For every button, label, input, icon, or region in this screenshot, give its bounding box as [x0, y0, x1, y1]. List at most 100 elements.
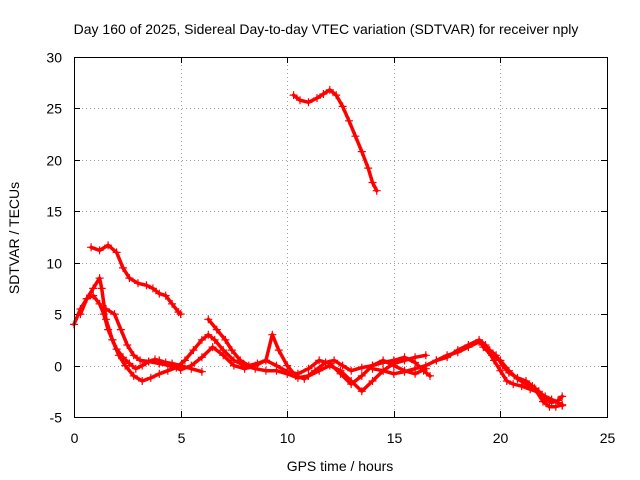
data-point — [189, 346, 198, 355]
y-axis-label: SDTVAR / TECUs — [6, 182, 22, 294]
data-point — [345, 116, 353, 125]
data-point — [351, 132, 360, 141]
data-point — [268, 330, 277, 339]
data-point — [155, 289, 164, 298]
data-point — [89, 284, 98, 293]
data-point — [116, 325, 125, 334]
data-point — [296, 96, 304, 105]
data-point — [165, 361, 174, 370]
data-point — [229, 361, 238, 370]
data-point — [357, 371, 366, 380]
data-point — [304, 364, 313, 373]
data-point — [504, 366, 513, 375]
data-point — [176, 310, 185, 319]
data-point — [161, 291, 170, 300]
plot-frame — [74, 57, 608, 418]
data-point — [291, 371, 300, 380]
data-point — [261, 366, 270, 375]
data-point — [300, 374, 309, 383]
data-point — [357, 363, 366, 372]
data-point — [496, 366, 505, 375]
data-point — [347, 380, 356, 389]
series-trace-3 — [87, 241, 185, 319]
data-point — [138, 377, 147, 385]
data-point — [142, 281, 151, 290]
data-point — [134, 279, 142, 288]
data-point — [163, 366, 172, 375]
data-point — [102, 315, 110, 324]
data-point — [97, 284, 106, 293]
data-point — [95, 246, 104, 255]
data-point — [389, 356, 398, 365]
x-tick-label: 25 — [600, 430, 616, 446]
data-point — [125, 359, 134, 368]
data-point — [121, 361, 130, 370]
series-trace-7 — [368, 337, 567, 410]
data-point — [155, 359, 164, 368]
data-point — [82, 294, 91, 303]
data-point — [219, 351, 228, 360]
data-point — [112, 248, 121, 257]
data-point — [336, 369, 345, 378]
data-point — [321, 358, 330, 367]
data-point — [125, 274, 134, 283]
data-point — [176, 365, 185, 374]
data-point — [148, 284, 157, 293]
series-line — [370, 340, 564, 408]
data-point — [319, 90, 328, 98]
data-point — [357, 147, 366, 156]
data-point — [110, 310, 119, 319]
data-point — [502, 377, 511, 385]
data-point — [123, 341, 132, 349]
y-tick-label: 30 — [46, 50, 62, 66]
data-point — [180, 356, 189, 365]
data-point — [76, 310, 85, 319]
data-point — [236, 356, 245, 365]
data-point — [325, 85, 334, 94]
data-point — [204, 330, 213, 339]
data-point — [389, 369, 398, 378]
series-trace-2 — [76, 274, 430, 396]
data-point — [421, 351, 430, 360]
data-point — [146, 373, 155, 382]
series-group — [70, 85, 567, 411]
data-point — [304, 98, 313, 107]
chart-title: Day 160 of 2025, Sidereal Day-to-day VTE… — [74, 21, 579, 37]
data-point — [315, 356, 324, 365]
data-point — [129, 371, 138, 380]
x-tick-label: 0 — [71, 430, 79, 446]
series-trace-6 — [289, 85, 381, 195]
data-point — [368, 364, 377, 373]
data-point — [379, 366, 388, 375]
data-point — [443, 353, 452, 362]
data-point — [364, 164, 373, 173]
y-tick-label: 15 — [46, 204, 62, 220]
data-point — [330, 356, 339, 365]
data-point — [95, 274, 104, 283]
data-point — [310, 366, 319, 375]
y-tick-label: 25 — [46, 101, 62, 117]
data-point — [338, 361, 347, 370]
data-point — [313, 94, 321, 103]
data-point — [372, 186, 381, 195]
data-point — [283, 361, 292, 370]
x-axis-label: GPS time / hours — [287, 458, 394, 474]
data-point — [210, 335, 219, 344]
data-point — [368, 377, 377, 385]
data-point — [212, 325, 221, 334]
tick-labels: 0 5 10 15 20 25 -5 0 5 10 15 20 25 30 — [46, 50, 615, 447]
data-point — [400, 367, 409, 376]
series-line — [89, 243, 183, 316]
data-point — [136, 356, 145, 365]
data-point — [168, 299, 177, 308]
data-point — [509, 380, 518, 389]
data-point — [131, 364, 140, 373]
data-point — [475, 335, 484, 344]
data-point — [102, 305, 110, 313]
data-point — [487, 351, 496, 360]
data-point — [522, 380, 530, 389]
data-point — [197, 335, 206, 344]
y-tick-label: -5 — [50, 410, 63, 426]
data-point — [138, 361, 147, 370]
data-point — [289, 91, 298, 100]
